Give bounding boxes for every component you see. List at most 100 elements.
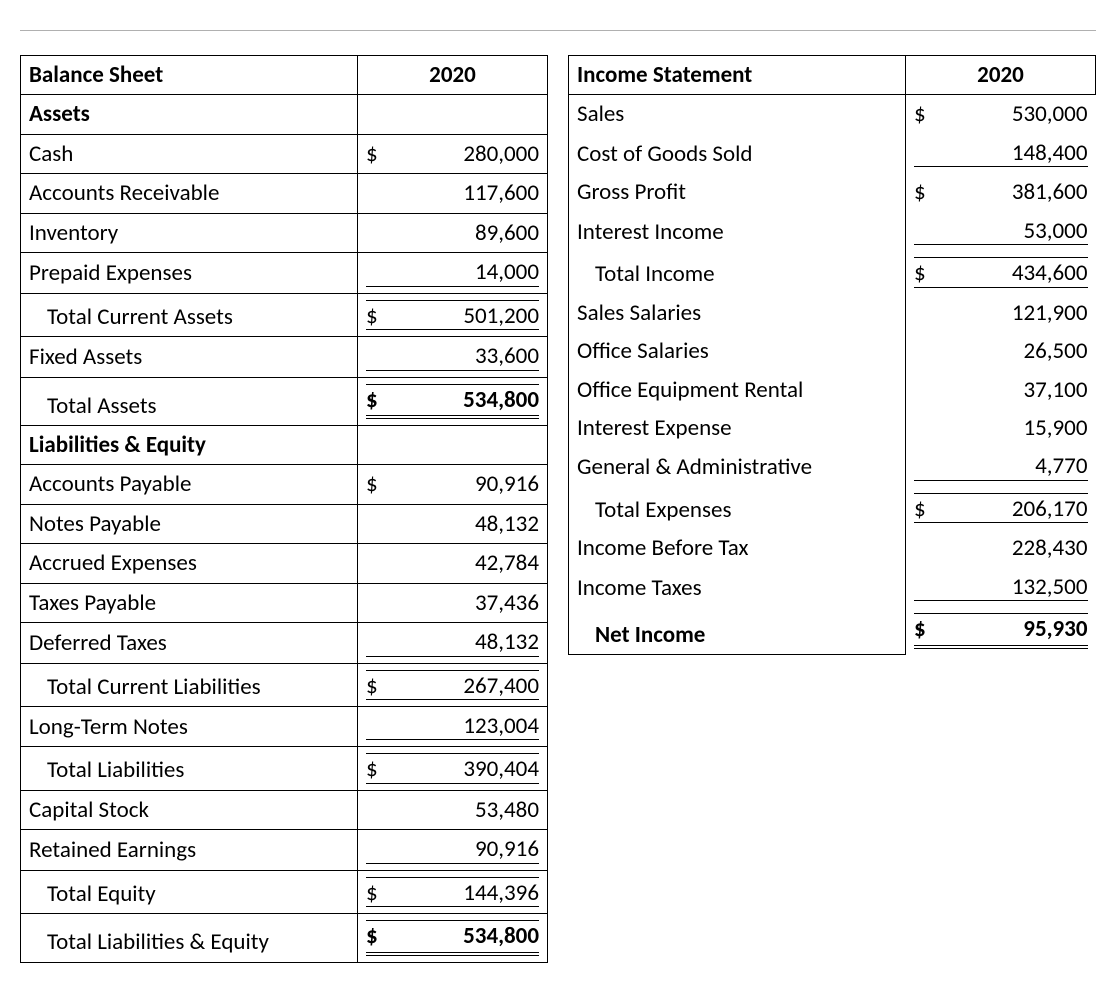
row-label: Interest Income [569,212,906,251]
row-label: General & Administrative [569,447,906,486]
row-label: Accrued Expenses [21,544,358,583]
row-label: Sales [569,95,906,134]
row-label: Capital Stock [21,790,358,829]
table-row: Total Current Assets$501,200 [21,293,548,336]
table-row: Inventory89,600 [21,213,548,252]
row-amount: 148,400 [906,134,1096,173]
table-row: Cash$280,000 [21,134,548,173]
row-label: Fixed Assets [21,337,358,377]
row-amount: 37,436 [358,583,548,622]
table-row: Income Taxes132,500 [569,568,1096,607]
table-row: Office Equipment Rental37,100 [569,371,1096,409]
row-amount: $206,170 [906,487,1096,529]
amount-value: 26,500 [932,338,1088,364]
row-label: Prepaid Expenses [21,253,358,293]
row-amount: 53,480 [358,790,548,829]
row-label: Notes Payable [21,504,358,543]
amount-value: 33,600 [384,343,539,369]
row-amount: $280,000 [358,134,548,173]
row-amount: $267,400 [358,663,548,706]
row-amount: 4,770 [906,447,1096,486]
row-amount: $381,600 [906,173,1096,211]
row-label: Cash [21,134,358,173]
amount-value: 53,480 [384,797,539,823]
table-row: Deferred Taxes 48,132 [21,623,548,663]
row-amount: 33,600 [358,337,548,377]
row-amount: $390,404 [358,747,548,790]
amount-value: 90,916 [384,471,539,497]
row-label: Net Income [569,607,906,654]
table-row: Retained Earnings90,916 [21,830,548,870]
table-row: Interest Expense15,900 [569,409,1096,447]
amount-value: 117,600 [384,180,539,206]
row-amount: 14,000 [358,253,548,293]
row-amount: 53,000 [906,212,1096,251]
table-row: Capital Stock 53,480 [21,790,548,829]
row-label: Deferred Taxes [21,623,358,663]
amount-value: 501,200 [384,303,539,329]
row-label: Total Expenses [569,487,906,529]
row-label: Taxes Payable [21,583,358,622]
row-amount: 26,500 [906,332,1096,370]
table-row: Accounts Receivable117,600 [21,174,548,213]
row-amount [358,425,548,464]
currency-symbol: $ [914,260,932,286]
row-amount [358,95,548,134]
row-amount: 121,900 [906,294,1096,332]
income-statement-column: Income Statement 2020 Sales$530,000Cost … [568,55,1096,963]
table-row: Prepaid Expenses14,000 [21,253,548,293]
row-label: Total Current Assets [21,293,358,336]
amount-value: 148,400 [932,140,1088,166]
amount-value: 37,100 [932,377,1088,403]
amount-value: 89,600 [384,220,539,246]
page: Balance Sheet 2020 AssetsCash$280,000Acc… [0,0,1116,996]
currency-symbol: $ [366,673,384,699]
table-row: Income Before Tax228,430 [569,529,1096,567]
amount-value: 4,770 [932,453,1088,479]
table-row: Net Income$95,930 [569,607,1096,654]
income-statement-year: 2020 [906,56,1096,95]
row-amount: 90,916 [358,830,548,870]
currency-symbol: $ [914,101,932,127]
row-amount: 89,600 [358,213,548,252]
row-label: Total Liabilities & Equity [21,914,358,962]
amount-value: 90,916 [384,836,539,862]
row-amount: 48,132 [358,504,548,543]
currency-symbol: $ [914,616,932,642]
table-row: Fixed Assets 33,600 [21,337,548,377]
table-row: Assets [21,95,548,134]
table-row: Sales$530,000 [569,95,1096,134]
table-row: Total Liabilities$390,404 [21,747,548,790]
row-amount: $95,930 [906,607,1096,654]
row-label: Office Salaries [569,332,906,370]
table-row: Accrued Expenses 42,784 [21,544,548,583]
row-label: Income Taxes [569,568,906,607]
currency-symbol: $ [366,387,384,413]
balance-sheet-year: 2020 [358,56,548,95]
balance-sheet-column: Balance Sheet 2020 AssetsCash$280,000Acc… [20,55,548,963]
income-statement-table: Income Statement 2020 Sales$530,000Cost … [568,55,1096,655]
amount-value: 267,400 [384,673,539,699]
row-label: Cost of Goods Sold [569,134,906,173]
row-amount: $534,800 [358,914,548,962]
amount-value: 53,000 [932,218,1088,244]
table-row: Liabilities & Equity [21,425,548,464]
amount-value: 390,404 [384,756,539,782]
two-column-layout: Balance Sheet 2020 AssetsCash$280,000Acc… [20,55,1096,963]
table-row: Total Current Liabilities$267,400 [21,663,548,706]
amount-value: 228,430 [932,535,1088,561]
table-row: Taxes Payable37,436 [21,583,548,622]
table-row: Total Assets$534,800 [21,377,548,425]
row-amount: 228,430 [906,529,1096,567]
currency-symbol: $ [366,923,384,949]
row-label: Assets [21,95,358,134]
row-label: Total Liabilities [21,747,358,790]
amount-value: 48,132 [384,629,539,655]
row-amount: 42,784 [358,544,548,583]
currency-symbol: $ [914,179,932,205]
row-label: Total Equity [21,870,358,913]
amount-value: 381,600 [932,179,1088,205]
table-row: Total Income$434,600 [569,251,1096,293]
amount-value: 42,784 [384,550,539,576]
table-row: General & Administrative 4,770 [569,447,1096,486]
